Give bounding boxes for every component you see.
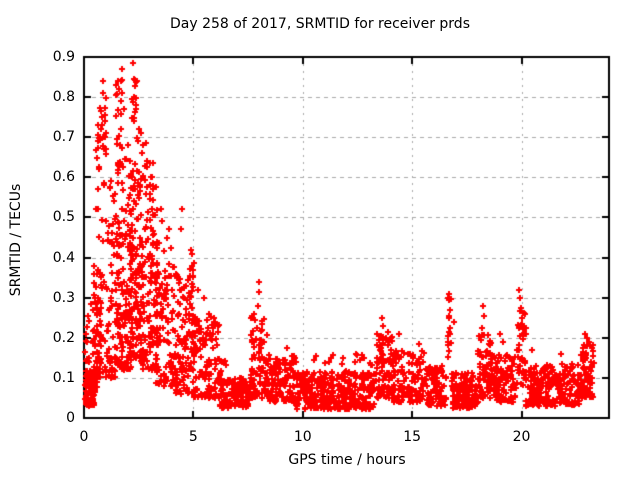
- chart-title: Day 258 of 2017, SRMTID for receiver prd…: [170, 16, 470, 32]
- y-tick-label: 0.8: [52, 89, 75, 106]
- y-tick-label: 0.6: [52, 169, 75, 186]
- y-tick-label: 0: [66, 410, 75, 426]
- x-tick-label: 20: [512, 429, 531, 445]
- x-axis-label: GPS time / hours: [288, 452, 406, 468]
- y-tick-label: 0.5: [52, 209, 75, 226]
- y-tick-label: 0.4: [52, 249, 75, 266]
- y-tick-label: 0.9: [52, 49, 75, 65]
- x-tick-label: 5: [188, 429, 198, 445]
- x-tick-label: 10: [293, 429, 312, 445]
- y-tick-label: 0.3: [52, 289, 75, 306]
- y-tick-label: 0.7: [52, 129, 75, 146]
- x-tick-label: 0: [79, 429, 89, 445]
- y-tick-label: 0.2: [52, 329, 75, 346]
- x-tick-label: 15: [403, 429, 422, 445]
- y-tick-label: 0.1: [52, 369, 75, 386]
